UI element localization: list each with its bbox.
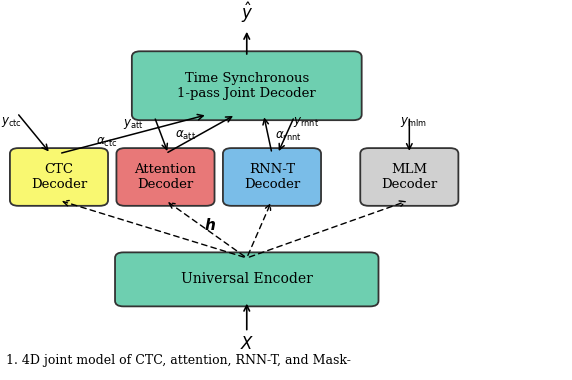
- Text: Time Synchronous
1-pass Joint Decoder: Time Synchronous 1-pass Joint Decoder: [177, 72, 316, 100]
- Text: $X$: $X$: [240, 336, 254, 353]
- Text: $\boldsymbol{h}$: $\boldsymbol{h}$: [204, 217, 216, 233]
- Text: $\alpha_{\rm att}$: $\alpha_{\rm att}$: [174, 128, 196, 142]
- Text: $\alpha_{\rm ctc}$: $\alpha_{\rm ctc}$: [96, 136, 117, 149]
- FancyBboxPatch shape: [223, 148, 321, 206]
- Text: CTC
Decoder: CTC Decoder: [31, 163, 87, 191]
- Text: $\alpha_{\rm rnnt}$: $\alpha_{\rm rnnt}$: [275, 130, 301, 144]
- Text: Attention
Decoder: Attention Decoder: [134, 163, 196, 191]
- FancyBboxPatch shape: [132, 51, 362, 120]
- Text: $y_{\rm ctc}$: $y_{\rm ctc}$: [1, 115, 22, 129]
- Text: $y_{\rm att}$: $y_{\rm att}$: [122, 117, 143, 131]
- Text: MLM
Decoder: MLM Decoder: [381, 163, 438, 191]
- Text: 1. 4D joint model of CTC, attention, RNN-T, and Mask-: 1. 4D joint model of CTC, attention, RNN…: [6, 354, 351, 367]
- Text: Universal Encoder: Universal Encoder: [181, 272, 313, 287]
- FancyBboxPatch shape: [115, 252, 379, 306]
- Text: $y_{\rm mlm}$: $y_{\rm mlm}$: [400, 115, 427, 129]
- Text: $\hat{y}$: $\hat{y}$: [241, 1, 253, 25]
- FancyBboxPatch shape: [10, 148, 108, 206]
- Text: $y_{\rm rnnt}$: $y_{\rm rnnt}$: [292, 115, 319, 129]
- FancyBboxPatch shape: [117, 148, 214, 206]
- Text: RNN-T
Decoder: RNN-T Decoder: [244, 163, 300, 191]
- FancyBboxPatch shape: [360, 148, 458, 206]
